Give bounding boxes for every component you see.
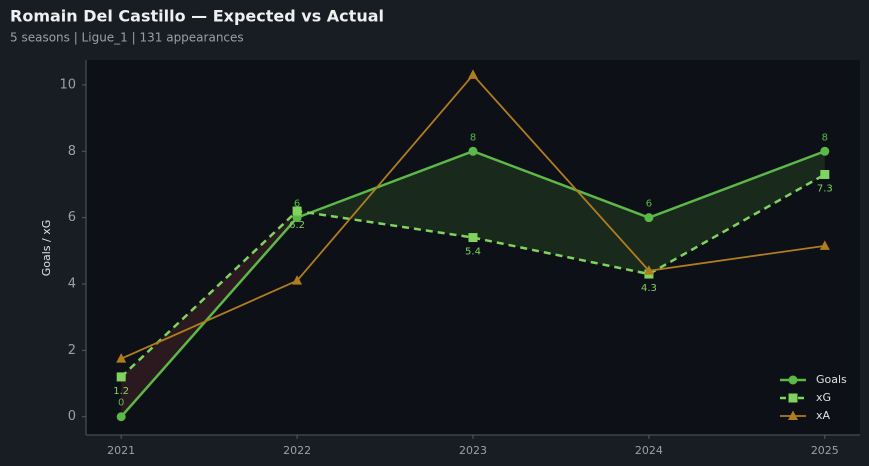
legend-label: xA <box>816 409 831 422</box>
value-label: 8 <box>470 132 476 143</box>
data-point <box>643 265 654 275</box>
data-point <box>116 353 127 363</box>
value-label: 0 <box>118 398 124 409</box>
y-tick-label: 4 <box>68 277 76 292</box>
legend-label: Goals <box>816 373 847 386</box>
legend-marker <box>788 393 798 403</box>
difference-fill <box>648 151 825 275</box>
y-tick-label: 2 <box>68 343 76 358</box>
difference-fill <box>309 151 473 238</box>
y-axis-label: Goals / xG <box>40 220 53 277</box>
legend-label: xG <box>816 391 831 404</box>
data-point <box>292 275 303 285</box>
chart-subtitle: 5 seasons | Ligue_1 | 131 appearances <box>10 31 244 45</box>
plot-area <box>86 60 860 435</box>
value-label: 4.3 <box>641 283 657 294</box>
data-point <box>468 146 478 156</box>
data-point <box>820 169 830 179</box>
value-label: 6 <box>646 199 652 210</box>
data-point <box>820 146 830 156</box>
data-point <box>468 69 478 79</box>
value-label: 5.4 <box>465 247 481 258</box>
data-point <box>116 372 126 382</box>
legend-marker <box>788 375 798 385</box>
value-label: 6.2 <box>289 220 305 231</box>
x-tick-label: 2023 <box>459 444 487 457</box>
y-tick-label: 6 <box>68 210 76 225</box>
y-tick-label: 10 <box>59 77 76 92</box>
value-label: 6 <box>294 199 300 210</box>
data-point <box>819 240 830 250</box>
value-label: 1.2 <box>113 386 129 397</box>
series-line <box>120 173 826 378</box>
x-tick-label: 2025 <box>811 444 839 457</box>
data-point <box>116 412 126 422</box>
data-point <box>468 233 478 243</box>
value-label: 8 <box>822 132 828 143</box>
legend-marker <box>788 410 798 420</box>
y-tick-label: 8 <box>68 144 76 159</box>
y-tick-label: 0 <box>68 409 76 424</box>
value-label: 7.3 <box>817 183 833 194</box>
x-tick-label: 2024 <box>635 444 663 457</box>
chart-title: Romain Del Castillo — Expected vs Actual <box>10 7 384 26</box>
x-tick-label: 2022 <box>283 444 311 457</box>
x-tick-label: 2021 <box>107 444 135 457</box>
difference-fill <box>473 151 649 275</box>
data-point <box>644 213 654 223</box>
data-point <box>292 206 302 216</box>
